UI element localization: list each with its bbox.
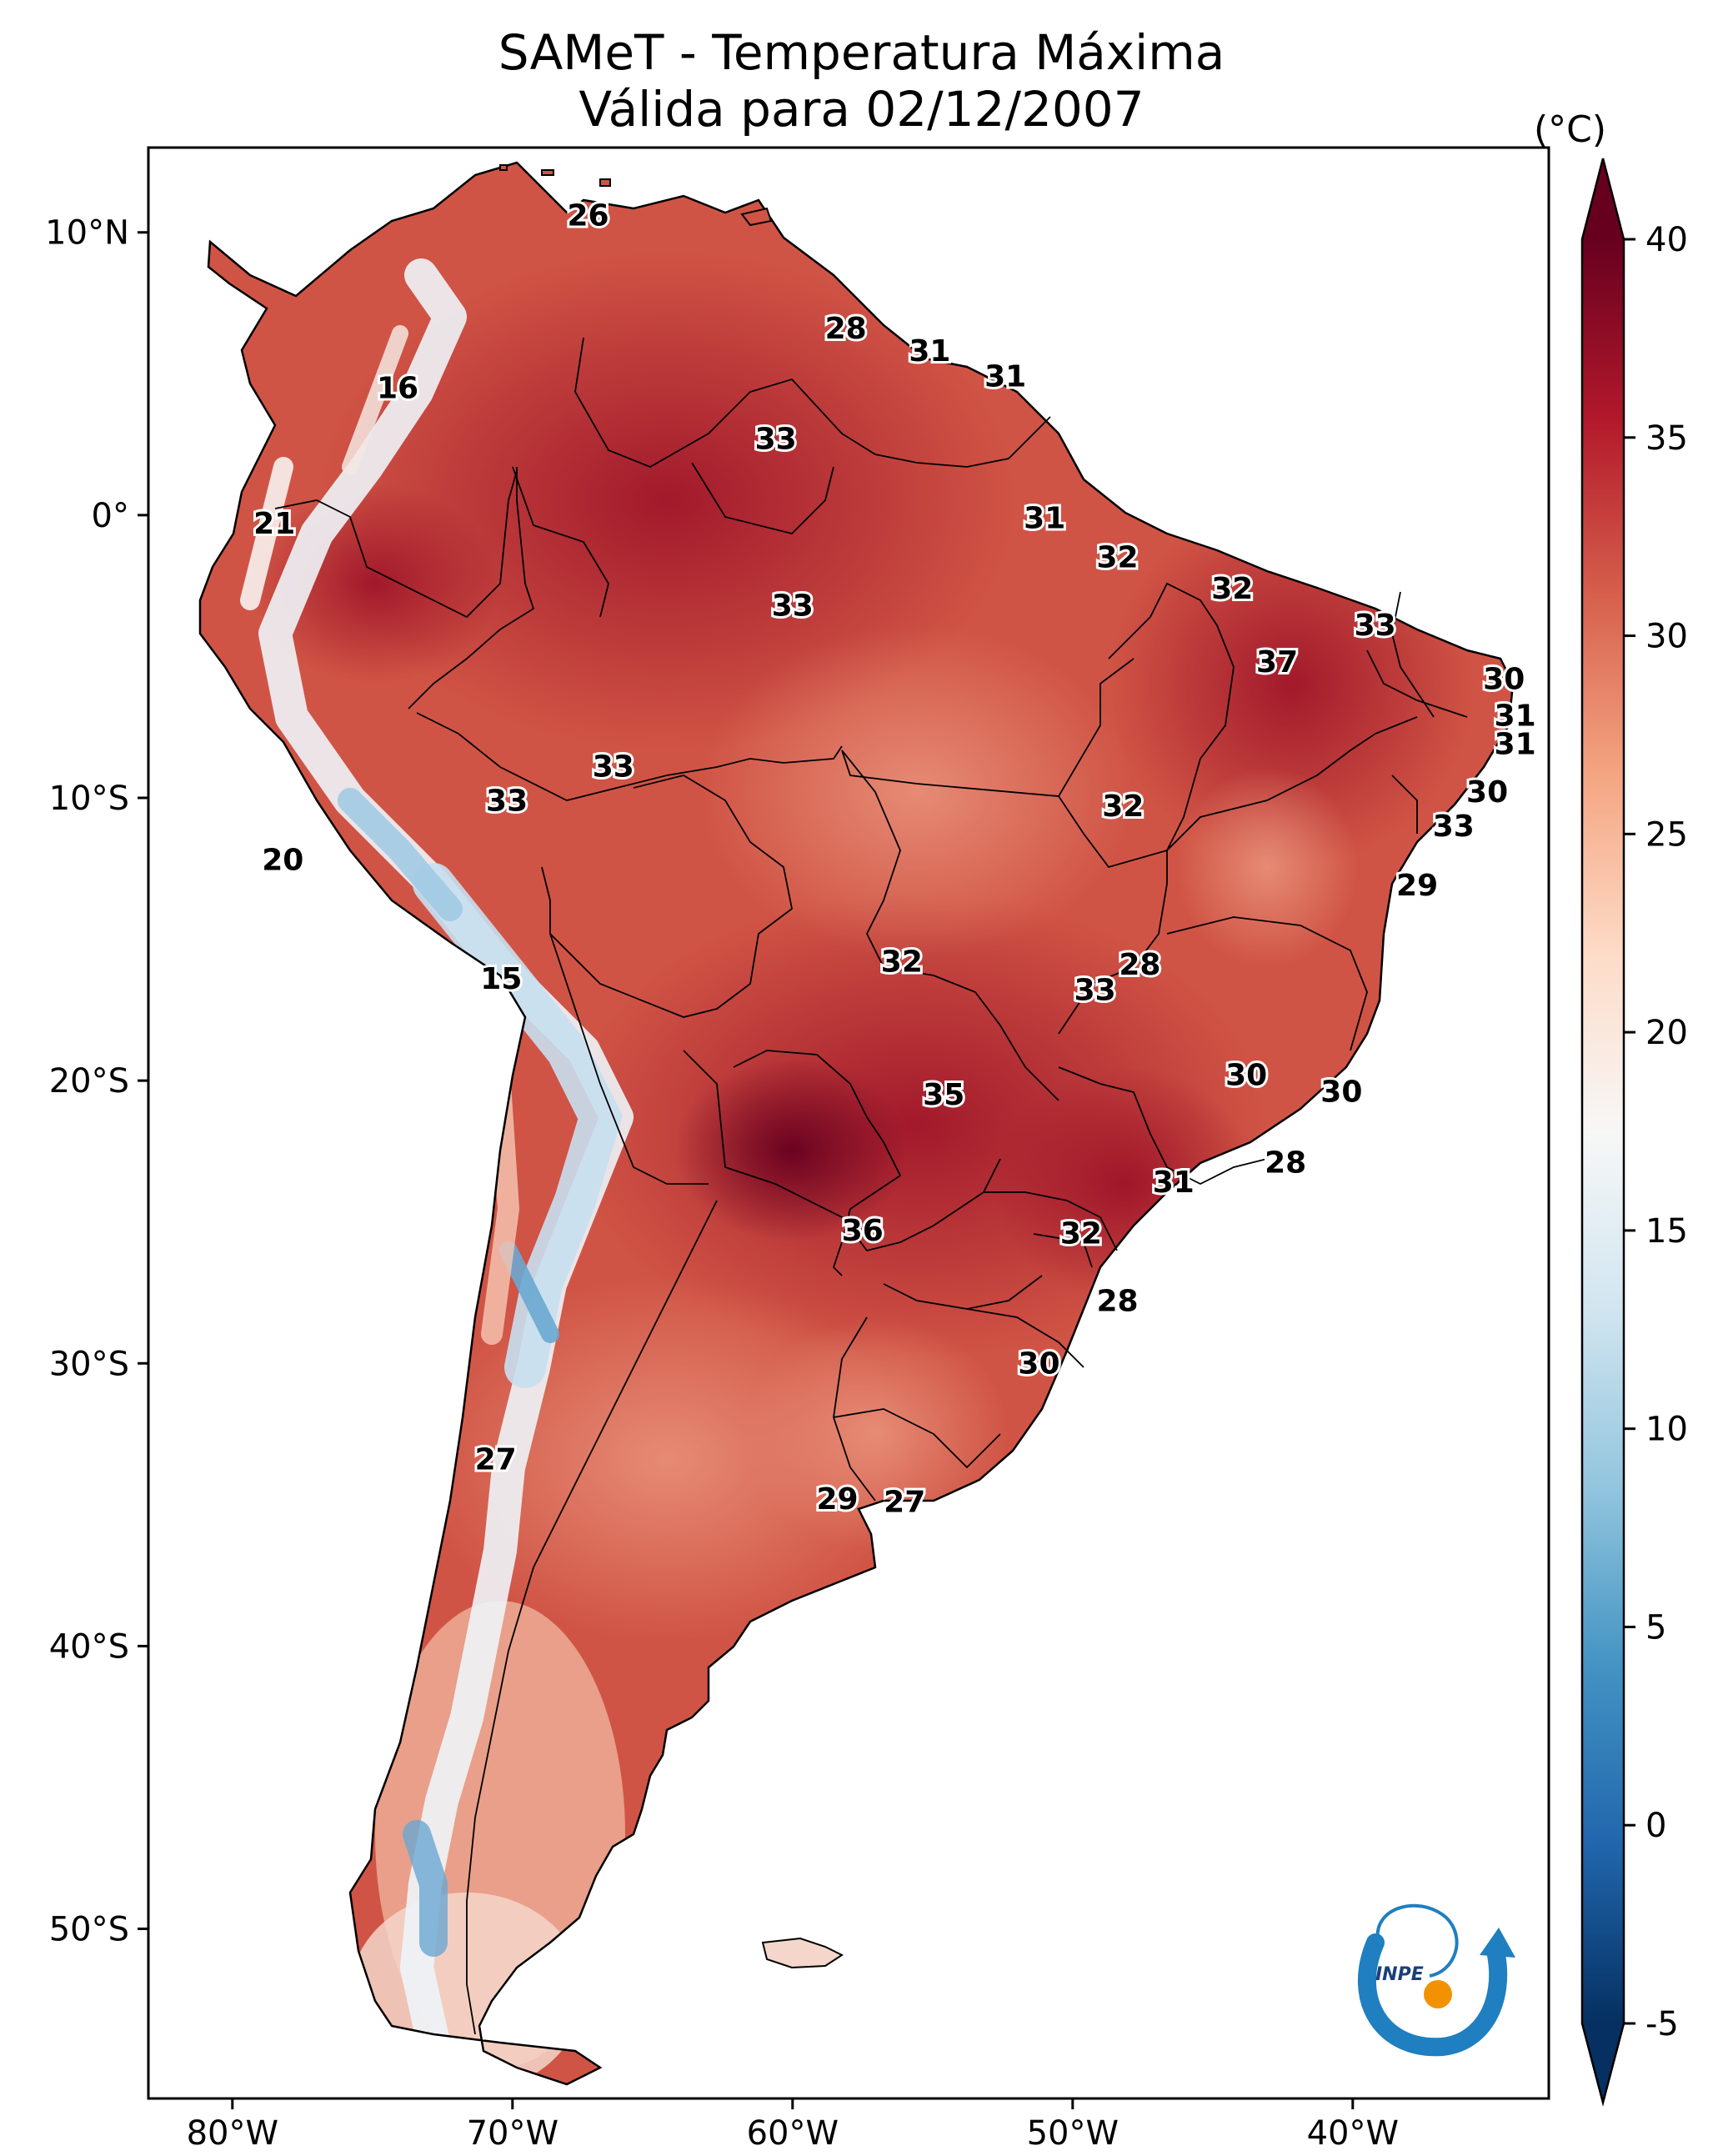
inpe-logo-text: INPE: [1375, 1964, 1424, 1985]
colorbar-tick-label: 30: [1645, 618, 1688, 656]
inpe-logo-arrow: [1480, 1928, 1515, 1958]
contour-label: 33: [486, 784, 528, 818]
colorbar-tick-label: -5: [1645, 2005, 1679, 2043]
map-title: SAMeT - Temperatura Máxima: [498, 24, 1225, 81]
contour-label: 31: [1495, 699, 1536, 734]
colorbar-tick-label: 20: [1645, 1014, 1688, 1052]
contour-label: 32: [1097, 541, 1139, 575]
colorbar-tick-label: 0: [1645, 1807, 1666, 1845]
political-borders: [274, 337, 1468, 2035]
lat-tick-label: 20°S: [49, 1062, 129, 1101]
contour-label: 31: [909, 334, 950, 369]
contour-label: 20: [262, 844, 303, 878]
colorbar-min-extend: [1582, 2023, 1624, 2103]
contour-label: 27: [475, 1443, 517, 1477]
contour-label: 31: [1024, 501, 1065, 535]
colorbar-tick-label: 10: [1645, 1411, 1688, 1449]
contour-label: 37: [1256, 645, 1298, 679]
contour-label: 31: [984, 360, 1026, 394]
inpe-logo-swoosh: [1358, 1933, 1508, 2057]
contour-label: 30: [1320, 1075, 1362, 1110]
contour-label: 29: [1396, 869, 1438, 903]
contour-label: 33: [755, 422, 797, 456]
contour-label: 33: [1074, 974, 1116, 1008]
contour-label: 15: [480, 962, 522, 996]
lat-tick-label: 0°: [92, 497, 129, 535]
contour-label: 30: [1018, 1346, 1059, 1381]
lat-tick-label: 30°S: [49, 1345, 129, 1383]
contour-label: 33: [1433, 810, 1475, 844]
contour-label: 35: [923, 1078, 964, 1112]
colorbar-tick-label: 15: [1645, 1212, 1688, 1251]
colorbar-tick-label: 5: [1645, 1608, 1666, 1647]
contour-label: 33: [772, 589, 814, 623]
contour-label: 32: [1102, 790, 1144, 824]
lat-tick-label: 10°N: [45, 214, 129, 253]
islands: [499, 164, 844, 1969]
contour-label: 26: [567, 198, 609, 233]
longitude-axis: 80°W 70°W 60°W 50°W 40°W: [187, 2098, 1399, 2153]
contour-label: 30: [1225, 1058, 1267, 1092]
lon-tick-label: 70°W: [467, 2114, 558, 2153]
latitude-axis: 10°N 0° 10°S 20°S 30°S 40°S 50°S: [45, 214, 148, 1949]
inpe-logo-sun: [1424, 1980, 1452, 2008]
contour-label: 21: [253, 507, 295, 541]
lon-tick-label: 50°W: [1027, 2114, 1119, 2153]
lon-tick-label: 80°W: [187, 2114, 278, 2153]
lon-tick-label: 40°W: [1307, 2114, 1399, 2153]
colorbar: 40 35 30 25 20 15 10 5 0 -5: [1580, 158, 1688, 2107]
colorbar-tick-label: 40: [1645, 221, 1688, 259]
contour-label: 28: [1265, 1146, 1306, 1180]
contour-label: 33: [593, 750, 634, 785]
contour-label: 31: [1153, 1166, 1195, 1200]
contour-label: 30: [1483, 663, 1525, 697]
contour-label: 28: [1097, 1285, 1139, 1319]
contour-label: 30: [1466, 775, 1508, 810]
inpe-logo: INPE: [1358, 1903, 1515, 2057]
contour-label: 28: [825, 312, 867, 346]
contour-label: 27: [884, 1485, 925, 1519]
contour-label: 28: [1119, 948, 1160, 982]
contour-label: 29: [817, 1482, 859, 1517]
colorbar-tick-label: 35: [1645, 419, 1688, 458]
contour-label: 32: [1060, 1216, 1102, 1251]
contour-label: 33: [1355, 609, 1396, 643]
lat-tick-label: 10°S: [49, 780, 129, 818]
colorbar-tick-label: 25: [1645, 815, 1688, 854]
contour-label: 32: [881, 945, 923, 980]
lat-tick-label: 40°S: [49, 1627, 129, 1666]
lat-tick-label: 50°S: [49, 1911, 129, 1949]
contour-label: 31: [1495, 728, 1536, 762]
lon-tick-label: 60°W: [747, 2114, 839, 2153]
colorbar-body: [1582, 239, 1624, 2023]
colorbar-unit-label: (°C): [1534, 108, 1607, 151]
map-frame: [147, 146, 1550, 2100]
contour-label: 32: [1211, 572, 1253, 606]
contour-label: 16: [377, 371, 418, 405]
inpe-logo-orbit: [1375, 1903, 1459, 1978]
map-subtitle: Válida para 02/12/2007: [579, 81, 1144, 138]
colorbar-max-extend: [1582, 158, 1624, 239]
contour-label: 36: [842, 1214, 884, 1248]
